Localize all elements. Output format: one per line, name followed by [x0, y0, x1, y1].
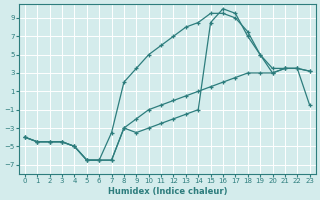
- X-axis label: Humidex (Indice chaleur): Humidex (Indice chaleur): [108, 187, 227, 196]
